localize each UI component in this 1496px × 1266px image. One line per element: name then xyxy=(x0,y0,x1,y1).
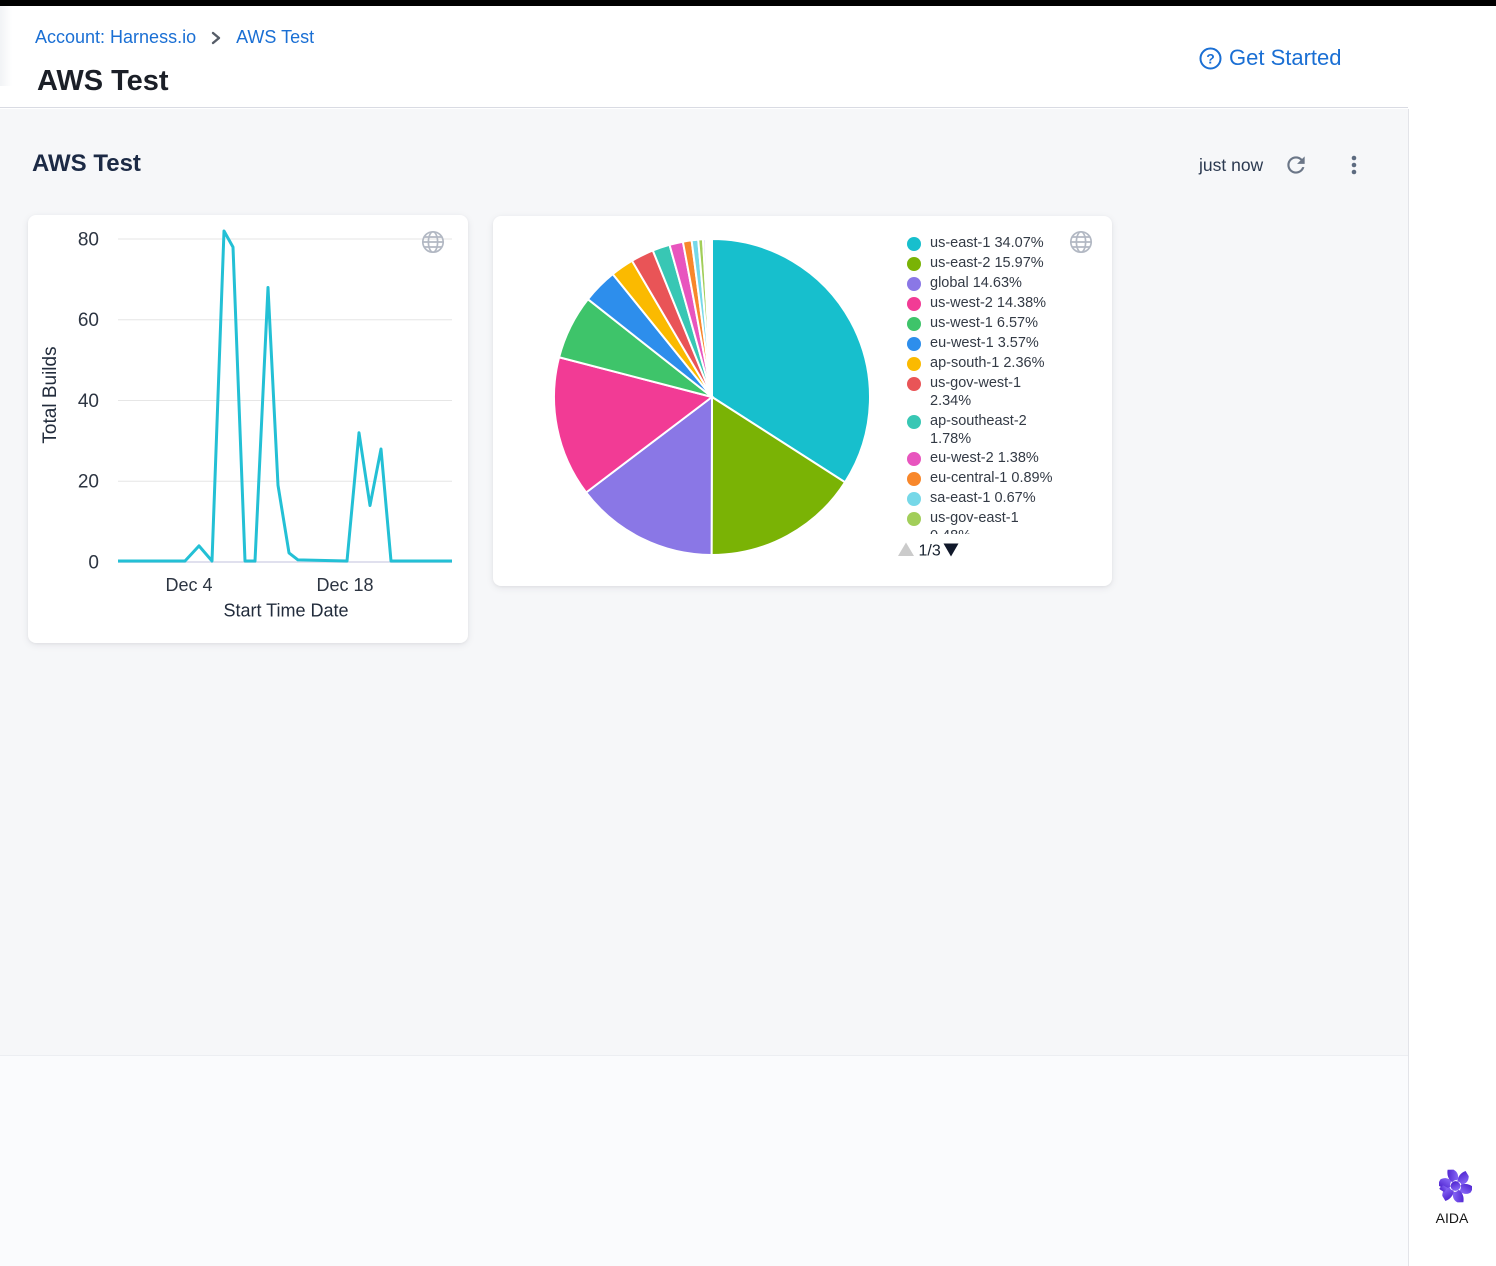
svg-text:0: 0 xyxy=(88,553,99,574)
svg-text:Dec 18: Dec 18 xyxy=(316,575,373,595)
svg-text:40: 40 xyxy=(78,391,99,412)
svg-text:Total Builds: Total Builds xyxy=(40,346,61,443)
svg-text:?: ? xyxy=(1206,51,1215,67)
svg-text:80: 80 xyxy=(78,230,99,251)
svg-text:Start Time Date: Start Time Date xyxy=(223,601,348,621)
svg-text:Dec 4: Dec 4 xyxy=(165,575,212,595)
svg-text:1/3: 1/3 xyxy=(919,543,941,559)
svg-text:60: 60 xyxy=(78,310,99,331)
svg-text:20: 20 xyxy=(78,472,99,493)
